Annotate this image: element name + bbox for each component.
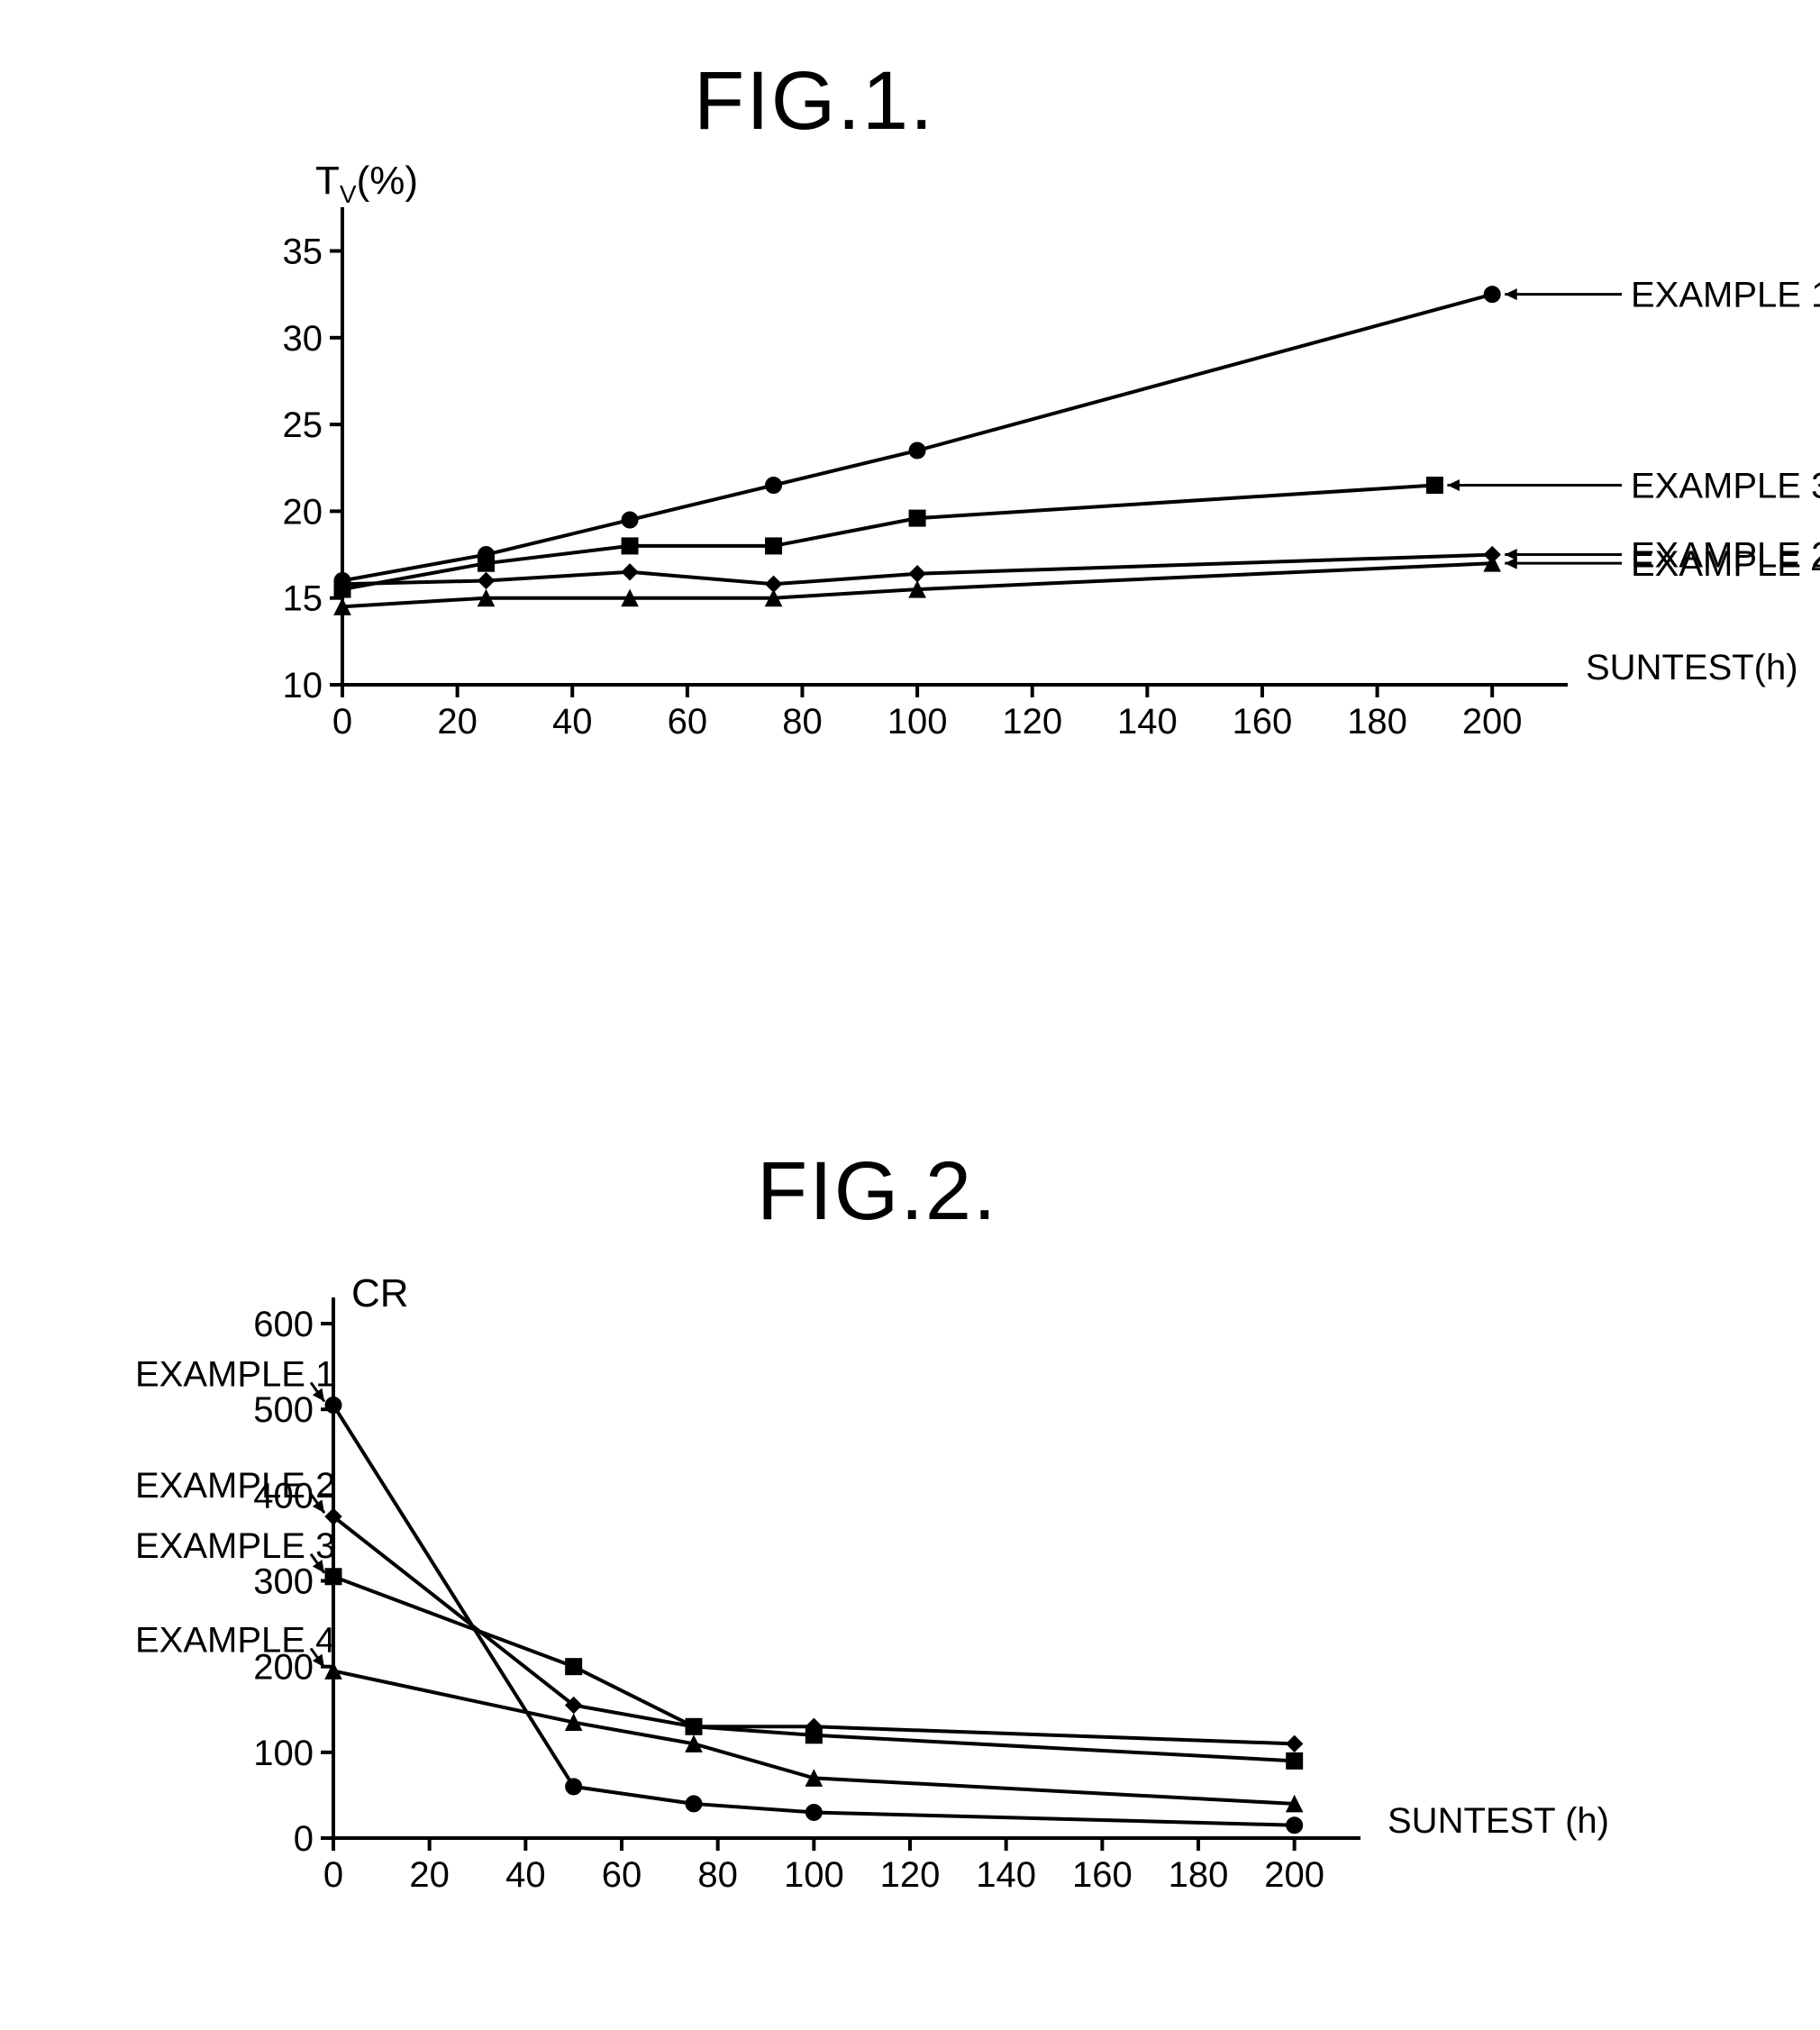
series-label: EXAMPLE 2 [135, 1466, 335, 1506]
x-tick-label: 60 [602, 1855, 642, 1895]
marker-diamond [909, 566, 925, 582]
x-tick-label: 40 [505, 1855, 546, 1895]
x-tick-label: 140 [976, 1855, 1036, 1895]
fig1-title: FIG.1. [694, 54, 935, 149]
y-tick-label: 300 [253, 1562, 314, 1602]
arrowhead-icon [1447, 479, 1460, 491]
series-label: EXAMPLE 3 [135, 1526, 335, 1566]
x-tick-label: 160 [1072, 1855, 1133, 1895]
series-label: EXAMPLE 1 [135, 1354, 335, 1394]
y-tick-label: 15 [283, 579, 323, 619]
x-tick-label: 200 [1462, 702, 1523, 742]
marker-square [766, 538, 782, 554]
x-tick-label: 0 [332, 702, 352, 742]
marker-circle [325, 1397, 341, 1413]
marker-circle [686, 1796, 702, 1812]
y-tick-label: 30 [283, 319, 323, 359]
fig2-title: FIG.2. [757, 1144, 998, 1239]
marker-square [566, 1659, 582, 1675]
x-tick-label: 40 [552, 702, 593, 742]
y-tick-label: 600 [253, 1305, 314, 1344]
x-tick-label: 100 [784, 1855, 844, 1895]
x-tick-label: 20 [409, 1855, 450, 1895]
series-line [333, 1405, 1295, 1825]
x-tick-label: 80 [697, 1855, 738, 1895]
y-tick-label: 35 [283, 232, 323, 272]
y-tick-label: 25 [283, 405, 323, 445]
y-axis-label: CR [351, 1271, 409, 1315]
x-axis-label: SUNTEST (h) [1388, 1801, 1609, 1841]
x-tick-label: 160 [1233, 702, 1293, 742]
y-tick-label: 0 [294, 1819, 314, 1859]
marker-square [622, 538, 638, 554]
marker-circle [805, 1804, 822, 1820]
y-tick-label: 100 [253, 1734, 314, 1773]
x-tick-label: 200 [1264, 1855, 1324, 1895]
x-tick-label: 140 [1117, 702, 1178, 742]
series-label: EXAMPLE 1 [1631, 276, 1820, 315]
fig2-chart: 0100200300400500600020406080100120140160… [135, 1279, 1667, 1964]
fig1-chart: 101520253035020406080100120140160180200T… [234, 189, 1586, 766]
y-tick-label: 500 [253, 1390, 314, 1430]
y-axis-label: TV(%) [315, 159, 418, 208]
marker-diamond [1287, 1735, 1303, 1752]
series-label: EXAMPLE 3 [1631, 467, 1820, 506]
arrowhead-icon [1505, 558, 1517, 569]
x-tick-label: 0 [323, 1855, 343, 1895]
x-tick-label: 120 [880, 1855, 941, 1895]
marker-circle [1484, 287, 1500, 303]
marker-square [1426, 478, 1442, 494]
marker-circle [1287, 1817, 1303, 1834]
x-axis-label: SUNTEST(h) [1586, 648, 1798, 687]
arrowhead-icon [1505, 288, 1517, 300]
y-tick-label: 10 [283, 666, 323, 705]
x-tick-label: 180 [1347, 702, 1407, 742]
series-label: EXAMPLE 4 [1631, 544, 1820, 584]
marker-diamond [478, 572, 495, 588]
marker-square [686, 1718, 702, 1734]
marker-square [805, 1727, 822, 1743]
x-tick-label: 80 [782, 702, 823, 742]
series-label: EXAMPLE 4 [135, 1620, 335, 1660]
series-line [342, 295, 1492, 581]
marker-diamond [622, 564, 638, 580]
marker-square [1287, 1752, 1303, 1769]
marker-circle [766, 478, 782, 494]
x-tick-label: 180 [1169, 1855, 1229, 1895]
x-tick-label: 60 [668, 702, 708, 742]
marker-square [325, 1569, 341, 1585]
marker-circle [566, 1779, 582, 1795]
marker-square [478, 555, 495, 571]
y-tick-label: 20 [283, 492, 323, 532]
marker-square [909, 510, 925, 526]
marker-circle [909, 442, 925, 459]
x-tick-label: 20 [437, 702, 477, 742]
x-tick-label: 120 [1002, 702, 1062, 742]
x-tick-label: 100 [887, 702, 948, 742]
marker-circle [622, 512, 638, 528]
